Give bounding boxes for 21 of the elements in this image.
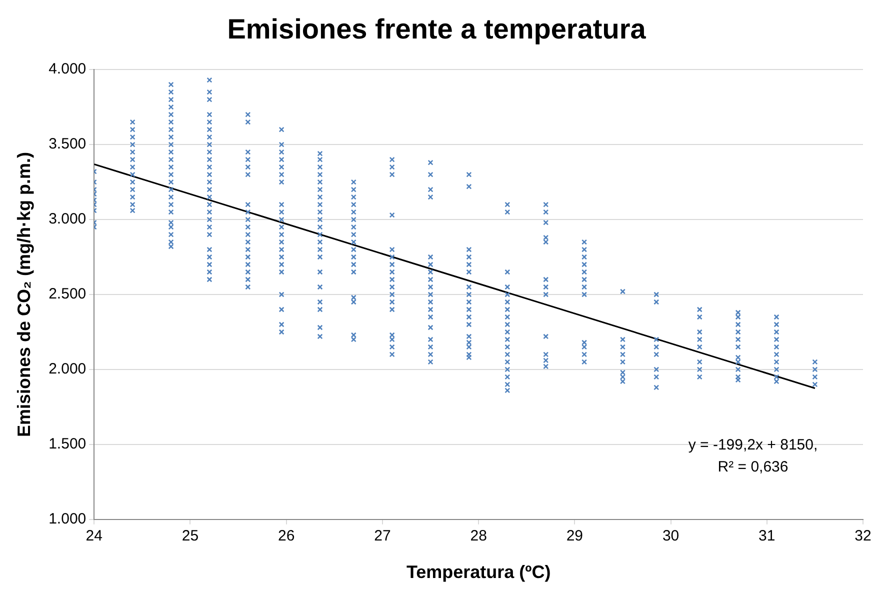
y-axis-title: Emisiones de CO₂ (mg/h·kg p.m.) — [14, 152, 34, 438]
x-tick-label: 27 — [374, 528, 391, 545]
y-tick-label: 1.000 — [48, 510, 86, 528]
y-tick-label: 4.000 — [48, 60, 86, 78]
x-tick-label: 32 — [854, 528, 872, 545]
x-tick-label: 30 — [662, 528, 680, 545]
y-tick-label: 1.500 — [48, 436, 86, 453]
y-tick-label: 3.000 — [48, 210, 86, 228]
annotation: R² = 0,636 — [718, 458, 788, 476]
x-tick-label: 28 — [470, 528, 487, 545]
x-tick-label: 29 — [566, 528, 584, 545]
x-tick-label: 25 — [182, 528, 199, 545]
y-tick-label: 2.500 — [48, 286, 86, 303]
y-tick-label: 2.000 — [48, 360, 86, 378]
annotation: y = -199,2x + 8150, — [688, 436, 818, 454]
chart-title: Emisiones frente a temperatura — [227, 14, 646, 45]
x-tick-label: 31 — [758, 528, 776, 545]
x-tick-label: 26 — [278, 528, 295, 545]
x-tick-label: 24 — [86, 528, 102, 545]
x-axis-title: Temperatura (ºC) — [406, 562, 551, 582]
y-tick-label: 3.500 — [48, 136, 86, 153]
